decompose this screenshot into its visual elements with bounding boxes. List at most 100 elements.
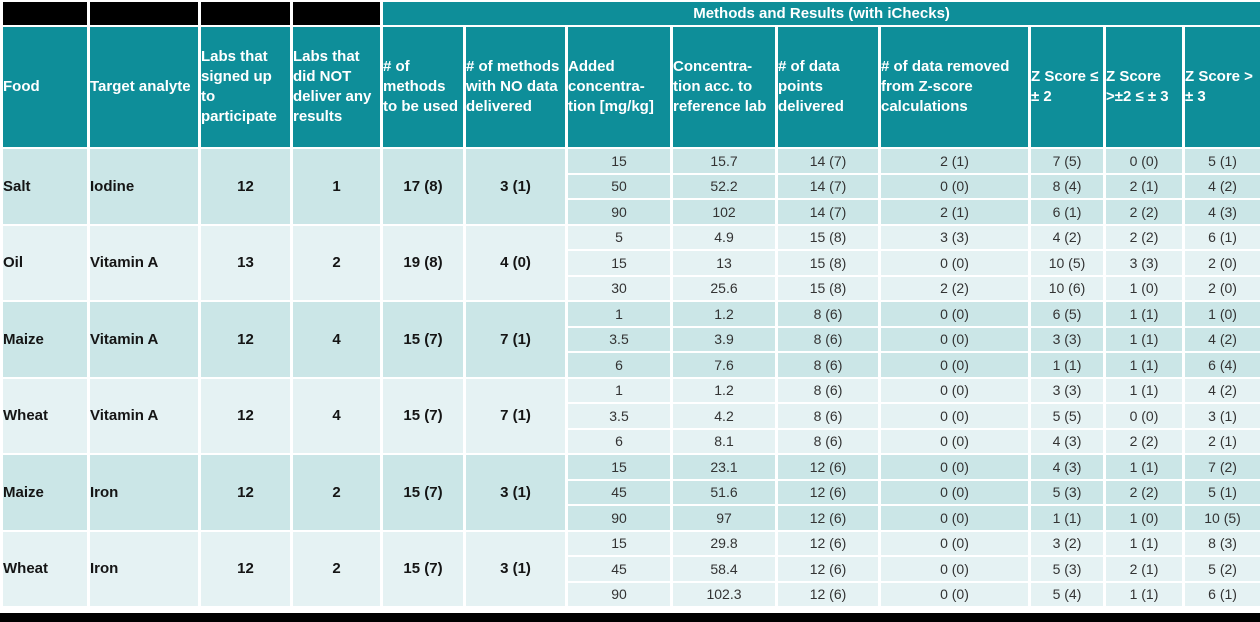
cell-zscore-gt-3: 6 (1) (1181, 223, 1260, 251)
table-row: 45 51.6 12 (6) 0 (0) 5 (3) 2 (2) 5 (1) (2, 478, 1260, 506)
cell-zscore-le-2: 5 (5) (1028, 402, 1106, 430)
cell-data-points: 8 (6) (775, 427, 881, 455)
cell-zscore-gt-3: 8 (3) (1181, 529, 1260, 557)
cell-added-concentration: 1 (565, 376, 673, 404)
cell-zscore-le-2: 6 (1) (1028, 198, 1106, 226)
cell-zscore-2-3: 2 (1) (1103, 555, 1185, 583)
cell-added-concentration: 30 (565, 274, 673, 302)
cell-zscore-gt-3: 6 (4) (1181, 351, 1260, 379)
cell-added-concentration: 1 (565, 300, 673, 328)
cell-data-points: 15 (8) (775, 223, 881, 251)
cell-data-removed: 0 (0) (878, 580, 1031, 608)
col-header-zscore-le-2: Z Score ≤ ± 2 (1028, 25, 1106, 149)
cell-zscore-gt-3: 5 (1) (1181, 147, 1260, 175)
table-row: Oil Vitamin A 13 2 19 (8) 4 (0) 5 4.9 15… (0, 223, 1260, 302)
cell-data-removed: 0 (0) (878, 555, 1031, 583)
methods-results-table: Methods and Results (with iChecks) Food … (0, 0, 1260, 608)
cell-data-points: 14 (7) (775, 147, 881, 175)
cell-data-points: 8 (6) (775, 376, 881, 404)
banner-title: Methods and Results (with iChecks) (379, 0, 1260, 27)
cell-food: Wheat (0, 376, 90, 455)
cell-zscore-2-3: 0 (0) (1103, 402, 1185, 430)
cell-labs-signed-up: 13 (198, 223, 293, 302)
cell-ref-concentration: 7.6 (670, 351, 778, 379)
cell-data-removed: 0 (0) (878, 172, 1031, 200)
cell-target-analyte: Iron (87, 529, 201, 608)
table-row: 30 25.6 15 (8) 2 (2) 10 (6) 1 (0) 2 (0) (2, 274, 1260, 302)
cell-zscore-2-3: 1 (1) (1103, 580, 1185, 608)
col-header-data-removed: # of data removed from Z-score calculati… (878, 25, 1031, 149)
cell-labs-no-results: 2 (290, 529, 383, 608)
cell-zscore-le-2: 1 (1) (1028, 351, 1106, 379)
col-header-methods-used: # of methods to be used (380, 25, 466, 149)
cell-zscore-le-2: 10 (6) (1028, 274, 1106, 302)
cell-labs-no-results: 1 (290, 147, 383, 226)
cell-zscore-2-3: 1 (0) (1103, 274, 1185, 302)
cell-labs-signed-up: 12 (198, 453, 293, 532)
cell-zscore-le-2: 3 (2) (1028, 529, 1106, 557)
table-row: 3.5 3.9 8 (6) 0 (0) 3 (3) 1 (1) 4 (2) (2, 325, 1260, 353)
cell-zscore-le-2: 4 (3) (1028, 427, 1106, 455)
cell-data-removed: 0 (0) (878, 325, 1031, 353)
table-row: 90 97 12 (6) 0 (0) 1 (1) 1 (0) 10 (5) (2, 504, 1260, 532)
cell-ref-concentration: 15.7 (670, 147, 778, 175)
cell-zscore-gt-3: 1 (0) (1181, 300, 1260, 328)
cell-zscore-gt-3: 7 (2) (1181, 453, 1260, 481)
black-cell (0, 0, 90, 27)
cell-data-points: 12 (6) (775, 504, 881, 532)
cell-target-analyte: Iron (87, 453, 201, 532)
cell-target-analyte: Vitamin A (87, 376, 201, 455)
cell-added-concentration: 15 (565, 529, 673, 557)
cell-data-points: 14 (7) (775, 172, 881, 200)
cell-zscore-le-2: 3 (3) (1028, 325, 1106, 353)
table-row: Wheat Iron 12 2 15 (7) 3 (1) 15 29.8 12 … (0, 529, 1260, 608)
cell-zscore-le-2: 7 (5) (1028, 147, 1106, 175)
cell-ref-concentration: 4.2 (670, 402, 778, 430)
cell-labs-signed-up: 12 (198, 300, 293, 379)
table-row: Salt Iodine 12 1 17 (8) 3 (1) 15 15.7 14… (0, 147, 1260, 226)
col-header-ref-concentration: Concentra-tion acc. to reference lab (670, 25, 778, 149)
cell-methods-no-data: 3 (1) (463, 453, 568, 532)
cell-zscore-le-2: 5 (3) (1028, 555, 1106, 583)
table-row: 90 102 14 (7) 2 (1) 6 (1) 2 (2) 4 (3) (2, 198, 1260, 226)
col-header-methods-no-data: # of methods with NO data delivered (463, 25, 568, 149)
cell-labs-no-results: 2 (290, 223, 383, 302)
cell-food: Maize (0, 453, 90, 532)
cell-ref-concentration: 3.9 (670, 325, 778, 353)
cell-data-removed: 0 (0) (878, 351, 1031, 379)
cell-methods-used: 15 (7) (380, 376, 466, 455)
cell-data-removed: 0 (0) (878, 453, 1031, 481)
cell-data-points: 8 (6) (775, 351, 881, 379)
cell-data-removed: 0 (0) (878, 529, 1031, 557)
cell-zscore-2-3: 1 (1) (1103, 376, 1185, 404)
header-row: Food Target analyte Labs that signed up … (0, 25, 1260, 149)
col-header-zscore-gt-3: Z Score > ± 3 (1181, 25, 1260, 149)
cell-zscore-le-2: 10 (5) (1028, 249, 1106, 277)
cell-methods-used: 15 (7) (380, 529, 466, 608)
cell-methods-used: 15 (7) (380, 300, 466, 379)
cell-zscore-2-3: 0 (0) (1103, 147, 1185, 175)
cell-added-concentration: 15 (565, 147, 673, 175)
cell-zscore-gt-3: 6 (1) (1181, 580, 1260, 608)
cell-data-removed: 3 (3) (878, 223, 1031, 251)
cell-data-points: 15 (8) (775, 249, 881, 277)
cell-methods-no-data: 7 (1) (463, 300, 568, 379)
table-row: Wheat Vitamin A 12 4 15 (7) 7 (1) 1 1.2 … (0, 376, 1260, 455)
cell-ref-concentration: 4.9 (670, 223, 778, 251)
cell-zscore-gt-3: 5 (2) (1181, 555, 1260, 583)
cell-ref-concentration: 23.1 (670, 453, 778, 481)
cell-data-removed: 0 (0) (878, 300, 1031, 328)
bottom-black-bar (0, 613, 1260, 622)
cell-zscore-gt-3: 4 (3) (1181, 198, 1260, 226)
cell-ref-concentration: 58.4 (670, 555, 778, 583)
table-row: 6 8.1 8 (6) 0 (0) 4 (3) 2 (2) 2 (1) (2, 427, 1260, 455)
cell-zscore-2-3: 2 (2) (1103, 223, 1185, 251)
cell-zscore-le-2: 5 (3) (1028, 478, 1106, 506)
table-row: Maize Iron 12 2 15 (7) 3 (1) 15 23.1 12 … (0, 453, 1260, 532)
cell-zscore-gt-3: 4 (2) (1181, 172, 1260, 200)
cell-zscore-2-3: 1 (1) (1103, 529, 1185, 557)
cell-data-points: 12 (6) (775, 478, 881, 506)
cell-data-points: 12 (6) (775, 580, 881, 608)
cell-data-points: 8 (6) (775, 325, 881, 353)
cell-data-points: 12 (6) (775, 529, 881, 557)
